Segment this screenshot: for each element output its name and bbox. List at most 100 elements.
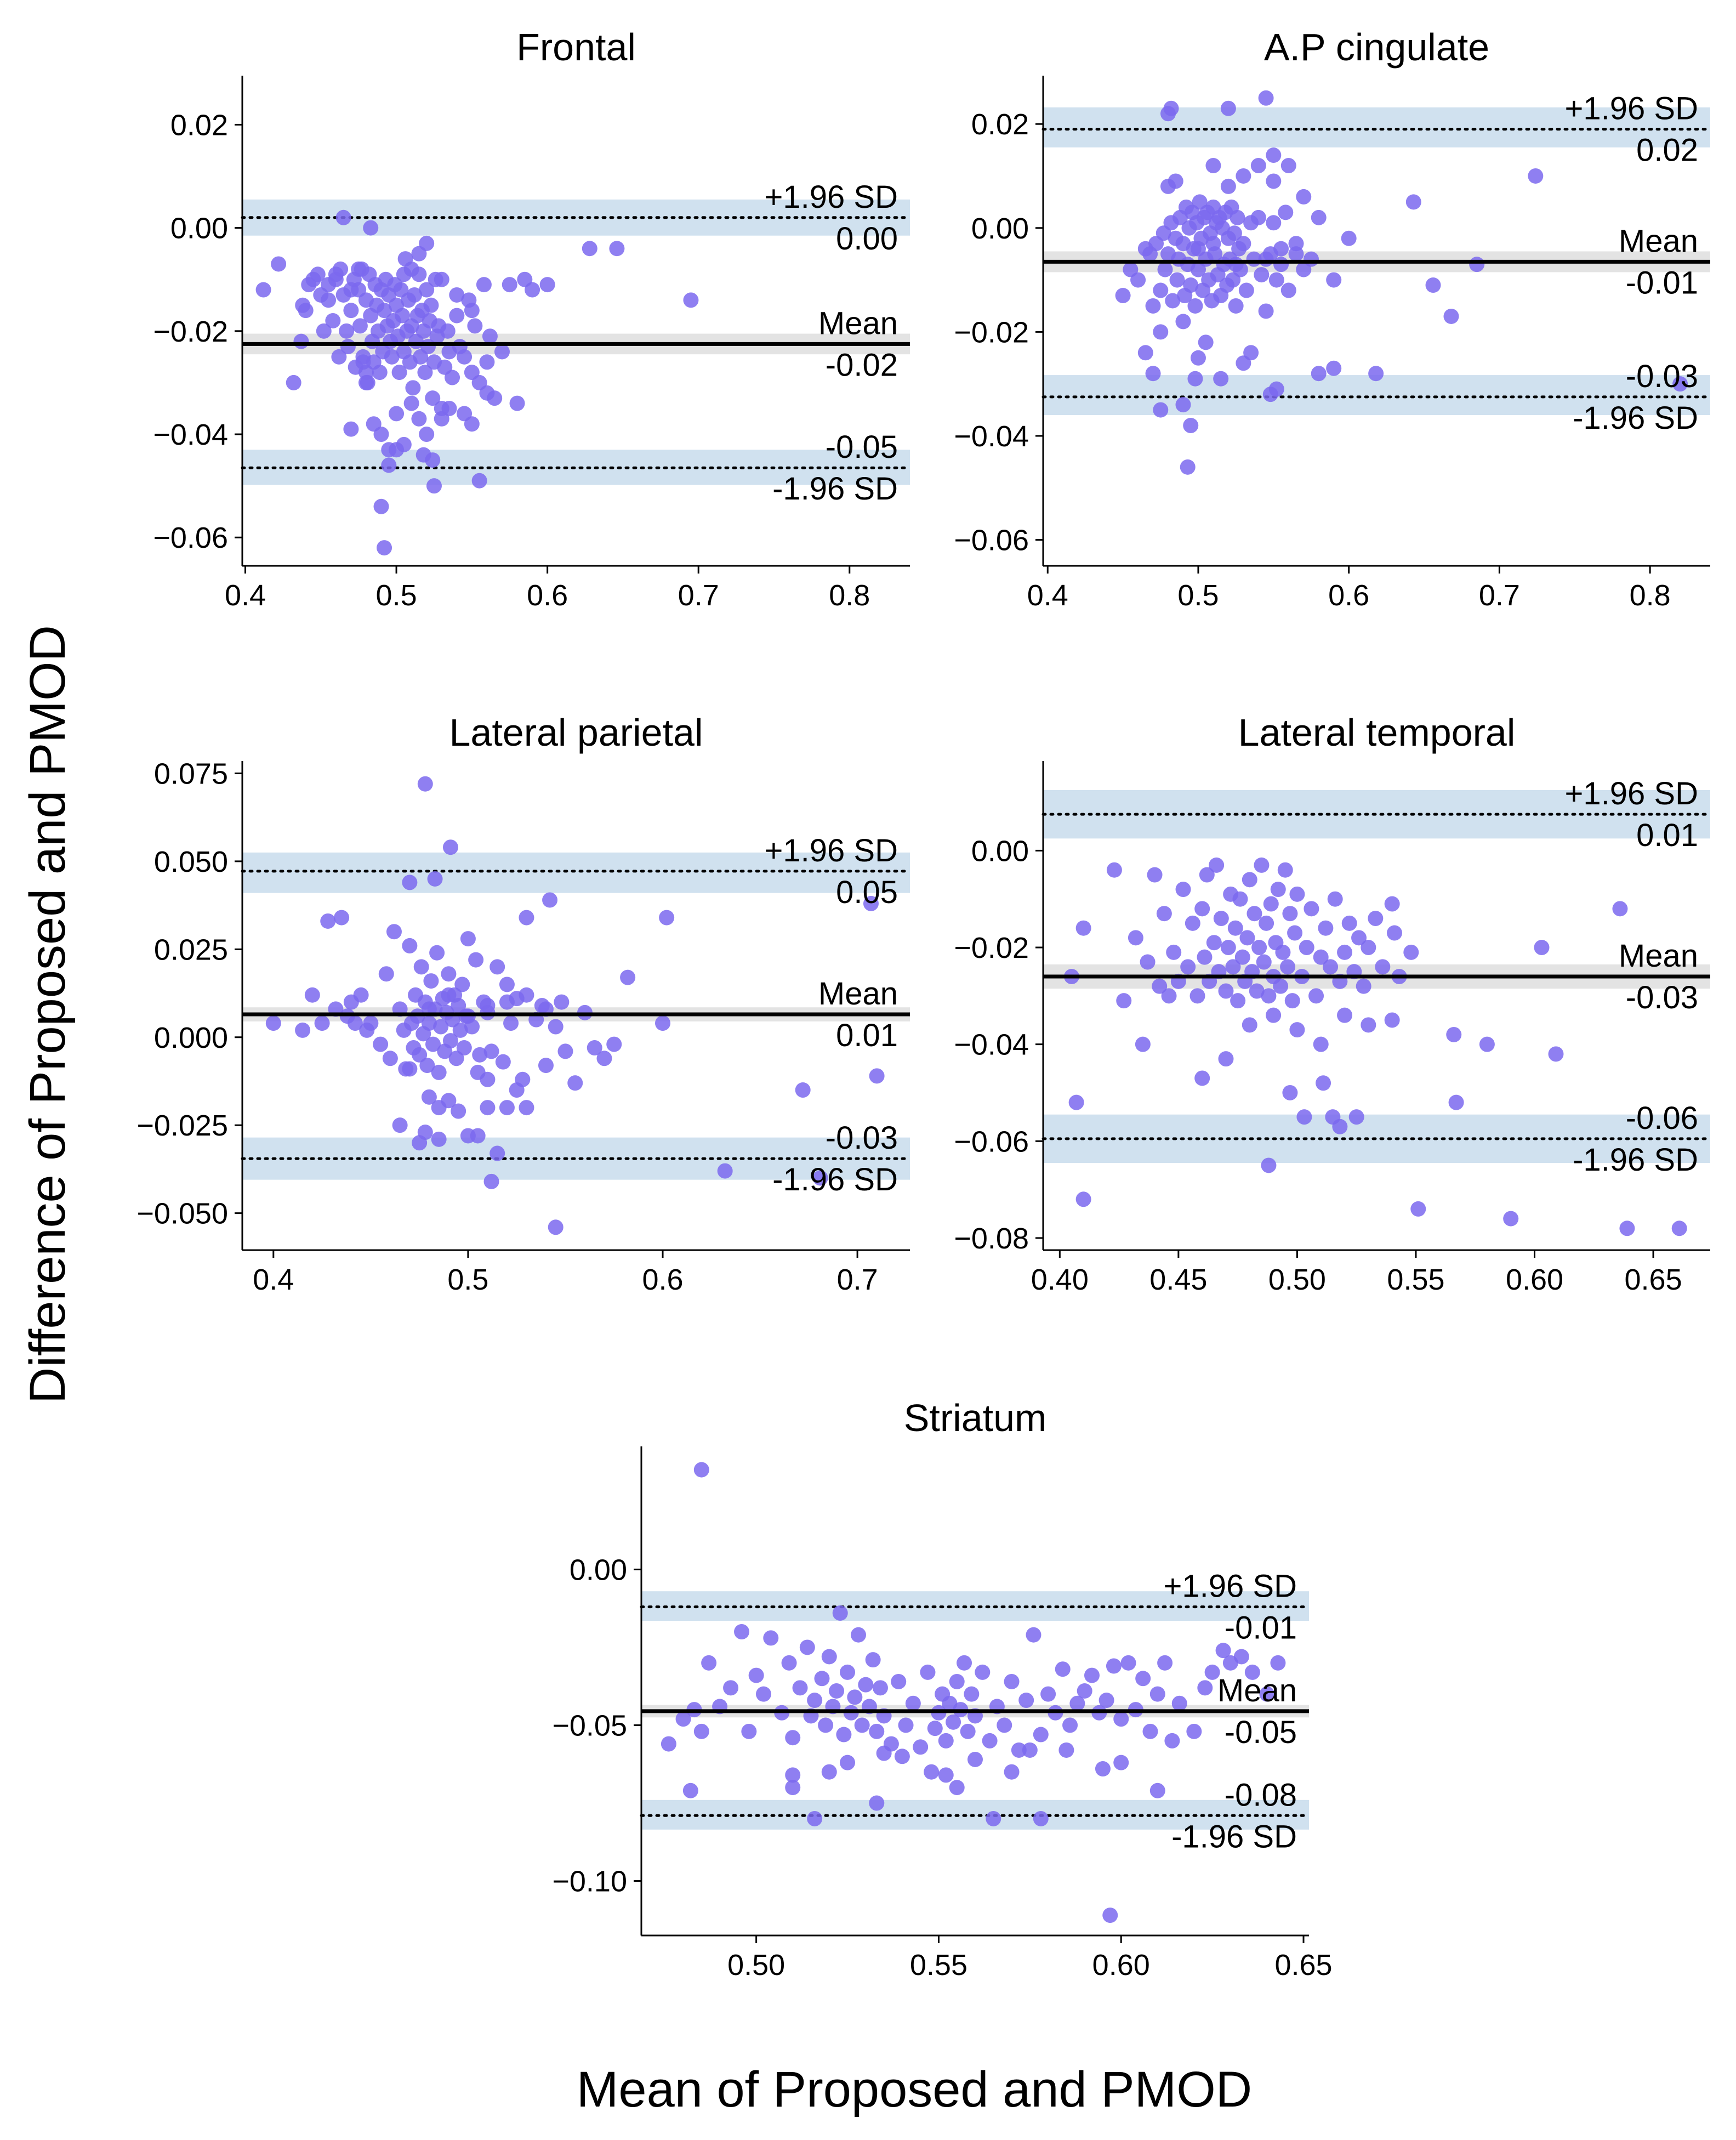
data-point [499,1100,515,1116]
y-tick-label: −0.04 [954,1029,1029,1062]
data-point [1446,1026,1462,1042]
data-point [314,1015,330,1031]
data-point [1261,988,1277,1004]
data-point [554,994,570,1010]
data-point [675,1711,691,1727]
data-point [405,380,421,396]
data-point [1220,940,1236,956]
data-point [1280,158,1296,174]
data-point [255,282,271,298]
data-point [1175,314,1191,330]
data-point [352,318,368,334]
data-point [1270,882,1286,898]
data-point [851,1627,867,1643]
data-point [325,313,341,328]
data-point [1075,920,1091,936]
data-point [913,1739,929,1755]
data-point [482,328,498,344]
data-point [1169,272,1185,288]
data-point [1351,930,1367,946]
data-point [494,344,510,360]
y-tick-label: 0.02 [170,109,228,141]
data-point [975,1664,991,1680]
data-point [693,1723,709,1739]
data-point [1236,236,1251,252]
data-point [495,1054,511,1070]
data-point [1161,988,1177,1004]
data-point [431,1064,447,1080]
data-point [1205,236,1221,252]
data-point [1403,944,1419,960]
data-point [499,994,515,1010]
data-point [1149,1783,1165,1798]
data-point [1004,1764,1020,1780]
data-point [1443,308,1459,324]
data-point [1337,944,1353,960]
data-point [1033,1810,1049,1826]
x-tick-label: 0.5 [1177,579,1219,612]
x-tick-label: 0.60 [1506,1263,1563,1296]
data-point [1326,272,1342,288]
mean-value-label: 0.01 [836,1018,898,1053]
data-point [451,1103,466,1119]
data-point [1384,896,1400,912]
data-point [441,400,457,416]
data-point [1058,1742,1074,1758]
data-point [1220,100,1236,116]
data-point [1287,925,1303,941]
data-point [1288,236,1304,252]
data-point [1156,906,1172,922]
data-point [1672,376,1688,392]
data-point [1289,886,1305,902]
x-tick-label: 0.50 [727,1949,785,1982]
data-point [1612,901,1628,917]
data-point [1308,988,1324,1004]
data-point [1469,257,1485,273]
data-point [1375,959,1391,975]
data-point [1323,959,1339,975]
upper-loa-band [242,852,910,893]
data-point [1171,1695,1187,1711]
lower-loa-band [641,1800,1309,1830]
data-point [1183,418,1199,434]
data-point [431,1100,447,1116]
y-tick-label: −0.06 [954,1125,1029,1158]
data-point [807,1810,823,1826]
data-point [441,987,457,1003]
x-tick-label: 0.6 [1328,579,1369,612]
data-point [1243,345,1259,361]
data-point [655,1015,671,1031]
data-point [499,977,515,992]
data-point [407,287,423,303]
data-point [377,540,392,556]
data-point [606,1036,622,1052]
data-point [1185,915,1200,931]
data-point [1213,371,1229,387]
data-point [468,952,484,968]
data-point [490,959,505,975]
data-point [1225,959,1241,975]
data-point [1619,1221,1635,1236]
data-point [403,261,419,277]
data-point [1022,1742,1038,1758]
data-point [1199,867,1215,883]
data-point [821,1649,837,1665]
data-point [1194,901,1210,917]
data-point [1153,402,1169,418]
data-point [748,1667,764,1683]
data-point [372,365,388,381]
data-point [1164,1733,1180,1749]
data-point [411,411,427,427]
data-point [701,1655,717,1671]
data-point [1528,168,1544,184]
data-point [872,1680,888,1696]
data-point [1239,930,1255,946]
data-point [1149,1686,1165,1702]
data-point [472,1047,488,1063]
data-point [1187,298,1203,314]
data-point [1084,1667,1100,1683]
data-point [442,1033,458,1049]
mean-word-label: Mean [818,305,898,341]
data-point [1313,949,1329,965]
data-point [1256,954,1272,970]
